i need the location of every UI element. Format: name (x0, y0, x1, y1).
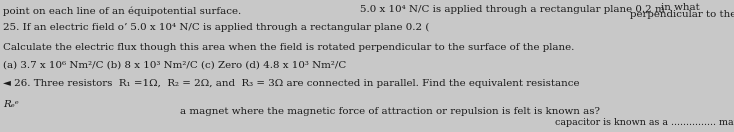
Text: capacitor is known as a ............... material?: capacitor is known as a ............... … (555, 118, 734, 127)
Text: Calculate the electric flux though this area when the field is rotated perpendic: Calculate the electric flux though this … (3, 43, 575, 52)
Text: 5.0 x 10⁴ N/C is applied through a rectangular plane 0.2 m: 5.0 x 10⁴ N/C is applied through a recta… (360, 5, 665, 14)
Text: ◄ 26. Three resistors  R₁ =1Ω,  R₂ = 2Ω, and  R₃ = 3Ω are connected in parallel.: ◄ 26. Three resistors R₁ =1Ω, R₂ = 2Ω, a… (3, 79, 580, 88)
Text: 25. If an electric field oʼ 5.0 x 10⁴ N/C is applied through a rectangular plane: 25. If an electric field oʼ 5.0 x 10⁴ N/… (3, 23, 429, 32)
Text: Rₑᵉ: Rₑᵉ (3, 100, 19, 109)
Text: perpendicular to the surface of the plane.: perpendicular to the surface of the plan… (630, 10, 734, 19)
Text: (a) 3.7 x 10⁶ Nm²/C (b) 8 x 10³ Nm²/C (c) Zero (d) 4.8 x 10³ Nm²/C: (a) 3.7 x 10⁶ Nm²/C (b) 8 x 10³ Nm²/C (c… (3, 61, 346, 70)
Text: a magnet where the magnetic force of attraction or repulsion is felt is known as: a magnet where the magnetic force of att… (180, 107, 600, 116)
Text: point on each line of an équipotential surface.: point on each line of an équipotential s… (3, 7, 241, 16)
Text: in what: in what (661, 3, 700, 12)
